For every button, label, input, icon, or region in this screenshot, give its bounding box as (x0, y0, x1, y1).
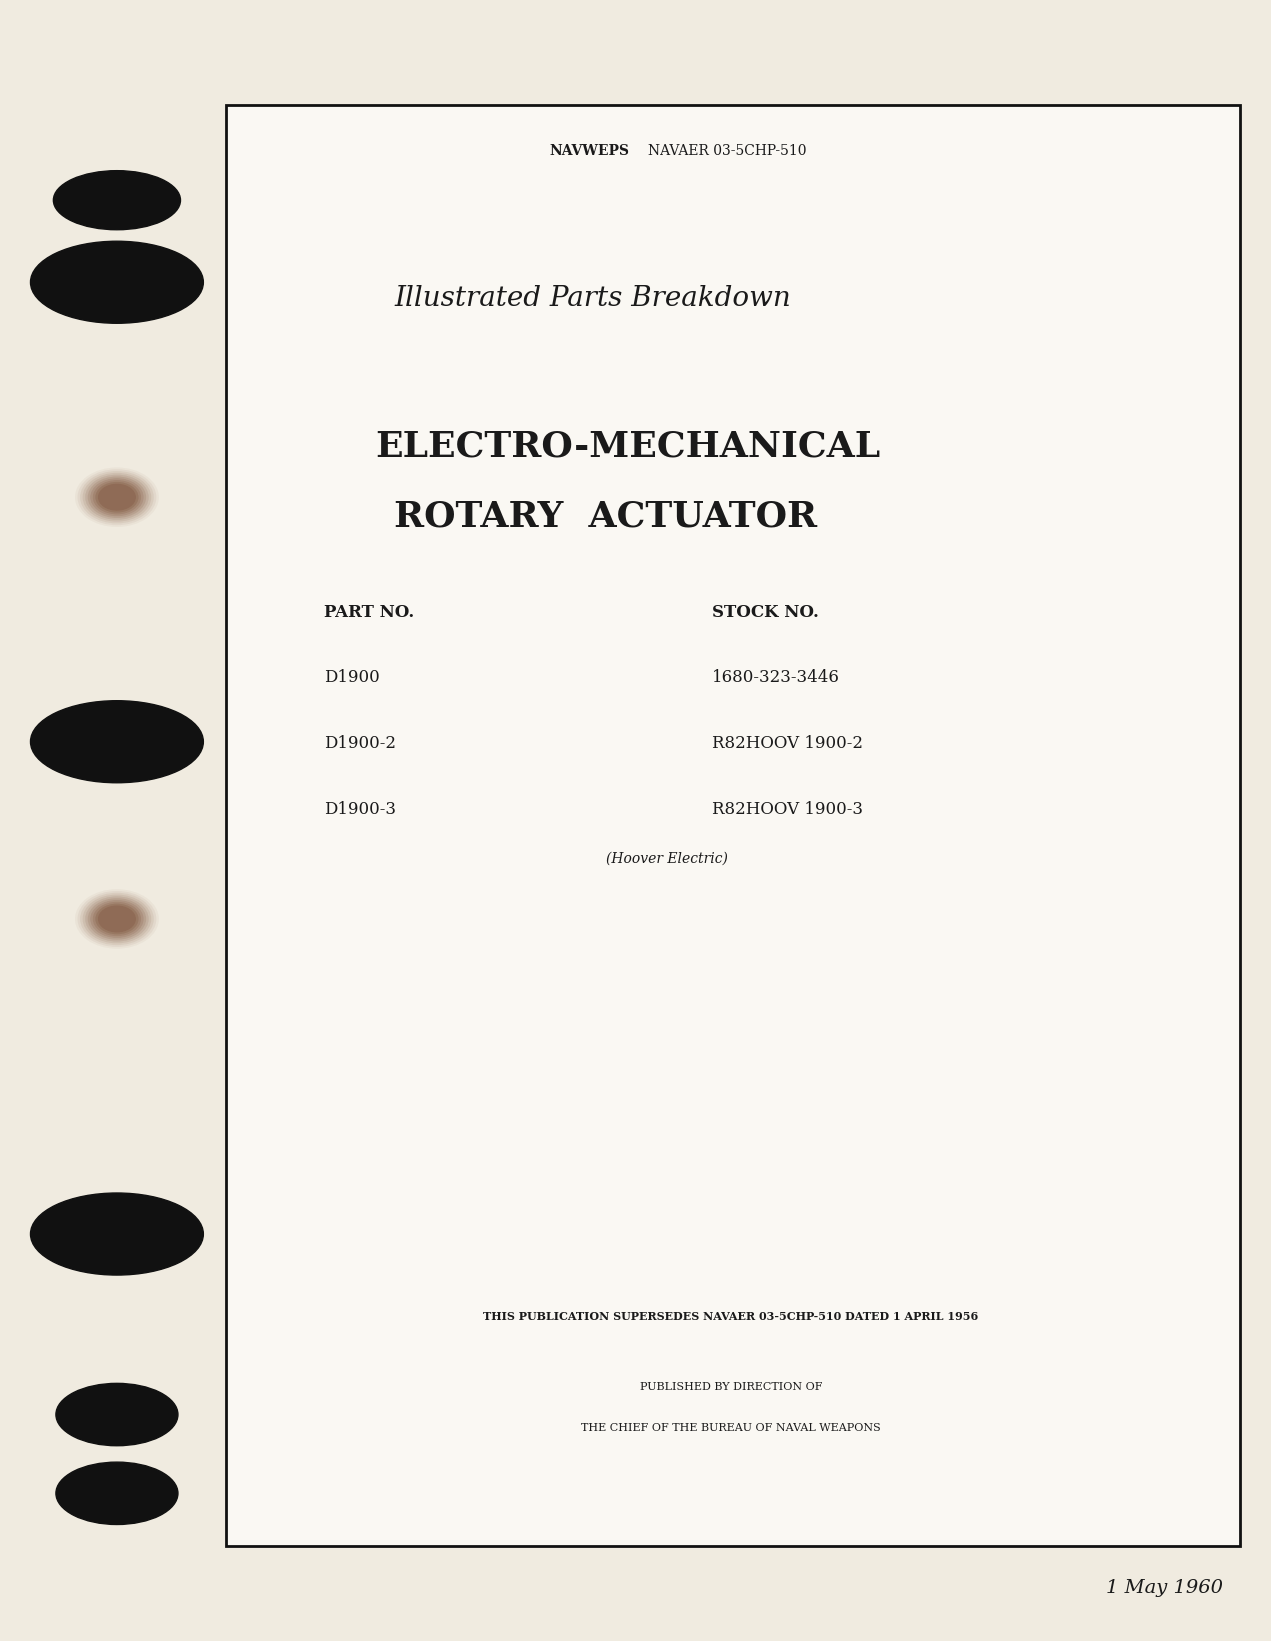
FancyBboxPatch shape (226, 105, 1240, 1546)
Text: NAVAER 03-5CHP-510: NAVAER 03-5CHP-510 (648, 144, 807, 158)
Text: D1900-2: D1900-2 (324, 735, 397, 752)
Ellipse shape (56, 1462, 178, 1524)
Text: ROTARY  ACTUATOR: ROTARY ACTUATOR (394, 501, 817, 533)
Text: STOCK NO.: STOCK NO. (712, 604, 819, 620)
Ellipse shape (80, 893, 154, 945)
Text: PART NO.: PART NO. (324, 604, 414, 620)
Ellipse shape (98, 484, 136, 510)
Ellipse shape (31, 1193, 203, 1275)
Ellipse shape (93, 481, 141, 514)
Text: 1 May 1960: 1 May 1960 (1106, 1580, 1223, 1597)
Text: ELECTRO-MECHANICAL: ELECTRO-MECHANICAL (375, 430, 880, 463)
Ellipse shape (56, 1383, 178, 1446)
Ellipse shape (31, 701, 203, 783)
Text: (Hoover Electric): (Hoover Electric) (606, 852, 728, 865)
Text: Illustrated Parts Breakdown: Illustrated Parts Breakdown (394, 286, 791, 312)
Ellipse shape (88, 476, 146, 519)
Ellipse shape (90, 899, 144, 939)
Text: THE CHIEF OF THE BUREAU OF NAVAL WEAPONS: THE CHIEF OF THE BUREAU OF NAVAL WEAPONS (581, 1423, 881, 1433)
Ellipse shape (93, 903, 141, 935)
Text: NAVWEPS: NAVWEPS (549, 144, 629, 158)
Ellipse shape (90, 478, 144, 517)
Ellipse shape (88, 898, 146, 940)
Ellipse shape (31, 241, 203, 323)
Ellipse shape (83, 473, 151, 522)
Ellipse shape (53, 171, 180, 230)
Ellipse shape (95, 482, 139, 512)
Text: PUBLISHED BY DIRECTION OF: PUBLISHED BY DIRECTION OF (639, 1382, 822, 1392)
Ellipse shape (98, 906, 136, 932)
Ellipse shape (83, 894, 151, 944)
Text: R82HOOV 1900-2: R82HOOV 1900-2 (712, 735, 863, 752)
Ellipse shape (95, 904, 139, 934)
Ellipse shape (78, 891, 156, 947)
Text: THIS PUBLICATION SUPERSEDES NAVAER 03-5CHP-510 DATED 1 APRIL 1956: THIS PUBLICATION SUPERSEDES NAVAER 03-5C… (483, 1311, 979, 1321)
Ellipse shape (80, 471, 154, 523)
Text: 1680-323-3446: 1680-323-3446 (712, 670, 840, 686)
Text: R82HOOV 1900-3: R82HOOV 1900-3 (712, 801, 863, 817)
Text: D1900-3: D1900-3 (324, 801, 397, 817)
Ellipse shape (85, 896, 149, 942)
Text: D1900: D1900 (324, 670, 380, 686)
Ellipse shape (85, 474, 149, 520)
Ellipse shape (78, 469, 156, 525)
